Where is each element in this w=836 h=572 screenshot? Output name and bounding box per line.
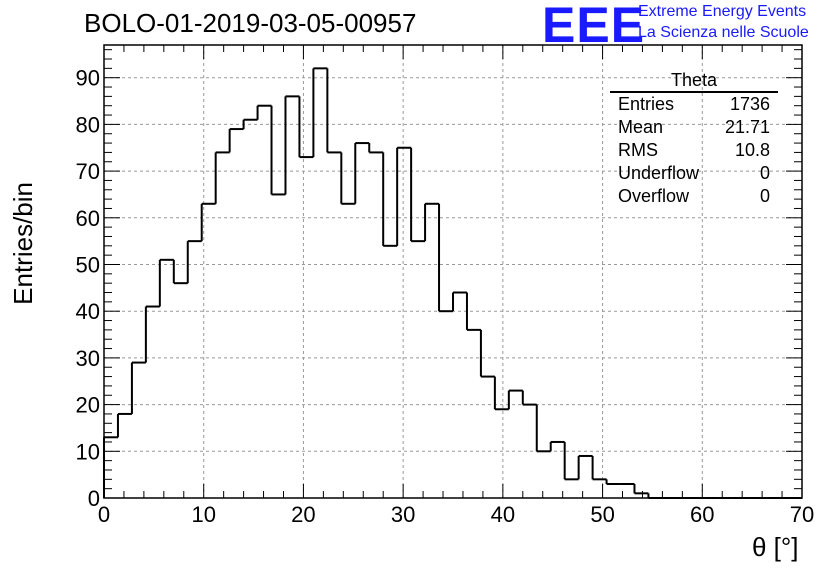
histogram-bin (479, 329, 495, 378)
stats-label: Entries (618, 94, 675, 114)
histogram-bin (507, 389, 523, 410)
x-tick-label: 60 (690, 502, 714, 527)
x-tick-label: 10 (191, 502, 215, 527)
histogram-bin (298, 96, 314, 159)
histogram-bin (591, 455, 607, 481)
y-tick-label: 70 (76, 159, 100, 184)
stats-row-mean: Mean 21.71 (610, 116, 778, 139)
y-tick-label: 20 (76, 393, 100, 418)
eee-logo: EEE (542, 0, 646, 53)
histogram-bin (200, 202, 216, 242)
y-axis-label-wrap: Entries/bin (8, 182, 38, 382)
y-tick-label: 80 (76, 112, 100, 137)
x-tick-label: 50 (590, 502, 614, 527)
stats-value: 0 (759, 163, 770, 183)
y-tick-label: 30 (76, 346, 100, 371)
y-tick-label: 60 (76, 206, 100, 231)
tick-labels: 0 10 20 30 40 50 60 70 0 10 20 30 40 50 60 70 80 90 (76, 66, 815, 527)
x-tick-label: 0 (98, 502, 110, 527)
histogram-bars (103, 67, 802, 499)
histogram-bin (116, 412, 132, 438)
y-tick-label: 50 (76, 252, 100, 277)
histogram-bin (605, 479, 621, 485)
histogram-bin (172, 259, 188, 285)
stats-label: Mean (618, 117, 664, 137)
y-axis-label: Entries/bin (8, 182, 38, 305)
stats-value: 0 (759, 186, 770, 206)
stats-box: Theta Entries 1736 Mean 21.71 RMS 10.8 U… (610, 70, 778, 208)
stats-value: 21.71 (724, 117, 770, 137)
stats-label: RMS (618, 140, 658, 160)
x-tick-label: 30 (391, 502, 415, 527)
x-axis-label: θ [°] (752, 532, 799, 562)
plot-frame-rect (103, 44, 803, 499)
y-tick-label: 0 (88, 486, 100, 511)
y-tick-label: 40 (76, 299, 100, 324)
histogram-bin (270, 105, 286, 196)
histogram-bin (438, 203, 453, 313)
histogram-bin (382, 152, 398, 247)
x-tick-label: 70 (790, 502, 814, 527)
histogram-bin (396, 146, 412, 246)
stats-row-underflow: Underflow 0 (610, 162, 778, 185)
histogram-bin (354, 142, 370, 204)
histogram-bin (577, 454, 593, 480)
logo-caption-line1: Extreme Energy Events (638, 3, 807, 20)
histogram-bin (521, 390, 537, 406)
stats-value: 10.8 (734, 140, 770, 160)
y-tick-label: 90 (76, 66, 100, 91)
axis-ticks (103, 45, 803, 499)
stats-label: Underflow (618, 163, 700, 183)
histogram-bin (340, 152, 356, 205)
histogram-bin (242, 118, 258, 130)
histogram-bin (452, 291, 467, 312)
stats-row-overflow: Overflow 0 (610, 185, 778, 208)
histogram-bin (563, 441, 579, 481)
x-tick-label: 40 (491, 502, 515, 527)
chart-title: BOLO-01-2019-03-05-00957 (84, 8, 417, 38)
histogram-bin (549, 440, 565, 452)
histogram-bin (424, 202, 440, 242)
histogram-bin (158, 258, 174, 307)
stats-label: Overflow (618, 186, 690, 206)
histogram-bin (312, 67, 328, 158)
x-tick-label: 20 (291, 502, 315, 527)
histogram-bin (410, 147, 426, 243)
y-tick-label: 10 (76, 439, 100, 464)
histogram-bin (284, 95, 300, 195)
histogram-bin (130, 361, 146, 414)
histogram-bin (144, 305, 160, 363)
histogram-bin (214, 151, 230, 204)
histogram-bin (228, 128, 244, 153)
histogram-bin (326, 68, 342, 154)
stats-row-entries: Entries 1736 (610, 93, 778, 116)
stats-value: 1736 (729, 94, 770, 114)
stats-row-rms: RMS 10.8 (610, 139, 778, 162)
histogram-bin (256, 104, 272, 120)
histogram-bin (186, 240, 202, 284)
histogram-bin (535, 404, 551, 453)
plot-frame (103, 44, 803, 499)
histogram-bin (465, 292, 481, 331)
histogram-bin (493, 376, 509, 411)
logo-caption-line2: La Scienza nelle Scuole (638, 24, 809, 41)
stats-title: Theta (610, 70, 778, 93)
histogram-bin (368, 143, 384, 154)
histogram-bin (633, 483, 649, 495)
